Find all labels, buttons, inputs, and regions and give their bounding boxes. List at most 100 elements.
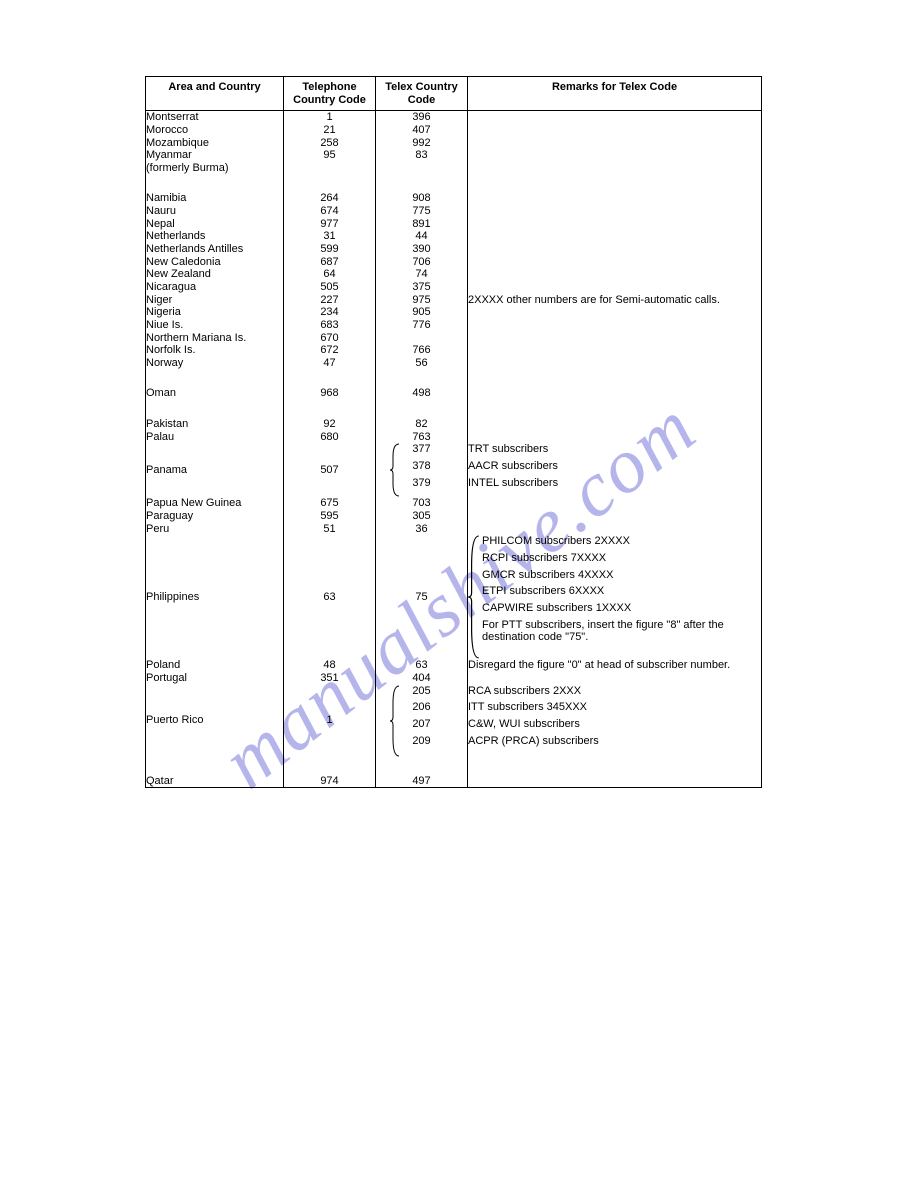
cell-telex: 305 [376,510,468,523]
cell-tel: 977 [284,218,376,231]
cell-tel: 258 [284,137,376,150]
cell-telex: 775 [376,205,468,218]
cell-tel: 507 [284,443,376,497]
header-tel: Telephone Country Code [284,77,376,111]
cell-remarks [468,137,762,150]
table-row: Norway4756 [146,357,762,370]
cell-telex: 975 [376,294,468,307]
table-row: Namibia264908 [146,192,762,205]
cell-remarks [468,418,762,431]
table-row: Nepal977891 [146,218,762,231]
cell-area: Mozambique [146,137,284,150]
table-row: Panama507 377378379TRT subscribersAACR s… [146,443,762,497]
cell-tel: 687 [284,256,376,269]
header-rem: Remarks for Telex Code [468,77,762,111]
telex-value: 207 [412,718,430,731]
cell-remarks [468,775,762,788]
cell-tel: 670 [284,332,376,345]
remark-line: ETPI subscribers 6XXXX [482,585,761,598]
cell-remarks [468,124,762,137]
table-row: Norfolk Is.672766 [146,344,762,357]
cell-area: New Zealand [146,268,284,281]
remark-line: ITT subscribers 345XXX [468,701,761,714]
table-row: Morocco21407 [146,124,762,137]
spacer-row [146,400,762,418]
table-row: Puerto Rico1 205206207209RCA subscribers… [146,685,762,757]
table-row: New Caledonia687706 [146,256,762,269]
cell-area: New Caledonia [146,256,284,269]
remark-line: RCA subscribers 2XXX [468,685,761,698]
cell-remarks [468,332,762,345]
cell-remarks [468,344,762,357]
remark-line: CAPWIRE subscribers 1XXXX [482,602,761,615]
cell-remarks [468,192,762,205]
brace-icon [390,443,400,497]
cell-telex: 703 [376,497,468,510]
cell-area: Papua New Guinea [146,497,284,510]
cell-remarks [468,319,762,332]
cell-area: Northern Mariana Is. [146,332,284,345]
cell-telex [376,332,468,345]
table-row: Netherlands Antilles599390 [146,243,762,256]
cell-area: Norfolk Is. [146,344,284,357]
cell-telex: 83 [376,149,468,174]
table-row: Nauru674775 [146,205,762,218]
cell-area: Niue Is. [146,319,284,332]
cell-tel: 599 [284,243,376,256]
cell-telex: 706 [376,256,468,269]
cell-remarks [468,243,762,256]
table-row: Myanmar (formerly Burma)9583 [146,149,762,174]
cell-remarks [468,387,762,400]
cell-tel: 51 [284,523,376,536]
cell-tel: 351 [284,672,376,685]
cell-tel: 92 [284,418,376,431]
cell-tel: 48 [284,659,376,672]
cell-area: Paraguay [146,510,284,523]
brace-icon [390,685,400,757]
cell-tel: 968 [284,387,376,400]
table-row: Northern Mariana Is.670 [146,332,762,345]
cell-telex: 766 [376,344,468,357]
remark-line: ACPR (PRCA) subscribers [468,735,761,748]
table-row: Poland4863Disregard the figure "0" at he… [146,659,762,672]
remark-line: GMCR subscribers 4XXXX [482,569,761,582]
telex-value: 206 [412,701,430,714]
cell-telex: 205206207209 [376,685,468,757]
table-row: New Zealand6474 [146,268,762,281]
cell-area: Netherlands [146,230,284,243]
table-row: Netherlands3144 [146,230,762,243]
cell-remarks [468,230,762,243]
spacer-row [146,369,762,387]
cell-telex: 377378379 [376,443,468,497]
telex-value: 209 [412,735,430,748]
cell-area: Puerto Rico [146,685,284,757]
cell-telex: 992 [376,137,468,150]
telex-value: 378 [412,460,430,473]
table-row: Portugal351404 [146,672,762,685]
cell-telex: 407 [376,124,468,137]
table-row: Philippines6375 PHILCOM subscribers 2XXX… [146,535,762,659]
table-row: Montserrat1396 [146,111,762,124]
cell-tel: 674 [284,205,376,218]
header-telex: Telex Country Code [376,77,468,111]
cell-area: Peru [146,523,284,536]
cell-remarks [468,111,762,124]
cell-remarks [468,510,762,523]
cell-area: Nicaragua [146,281,284,294]
cell-tel: 1 [284,685,376,757]
cell-area: Montserrat [146,111,284,124]
cell-tel: 974 [284,775,376,788]
cell-telex: 44 [376,230,468,243]
cell-telex: 891 [376,218,468,231]
cell-area: Oman [146,387,284,400]
cell-telex: 82 [376,418,468,431]
spacer-row [146,757,762,775]
table-row: Niue Is.683776 [146,319,762,332]
cell-tel: 234 [284,306,376,319]
cell-area: Myanmar (formerly Burma) [146,149,284,174]
cell-area: Nigeria [146,306,284,319]
page: manualshive.com Area and Country Telepho… [0,0,918,1188]
cell-telex: 390 [376,243,468,256]
cell-remarks: Disregard the figure "0" at head of subs… [468,659,762,672]
cell-telex: 404 [376,672,468,685]
